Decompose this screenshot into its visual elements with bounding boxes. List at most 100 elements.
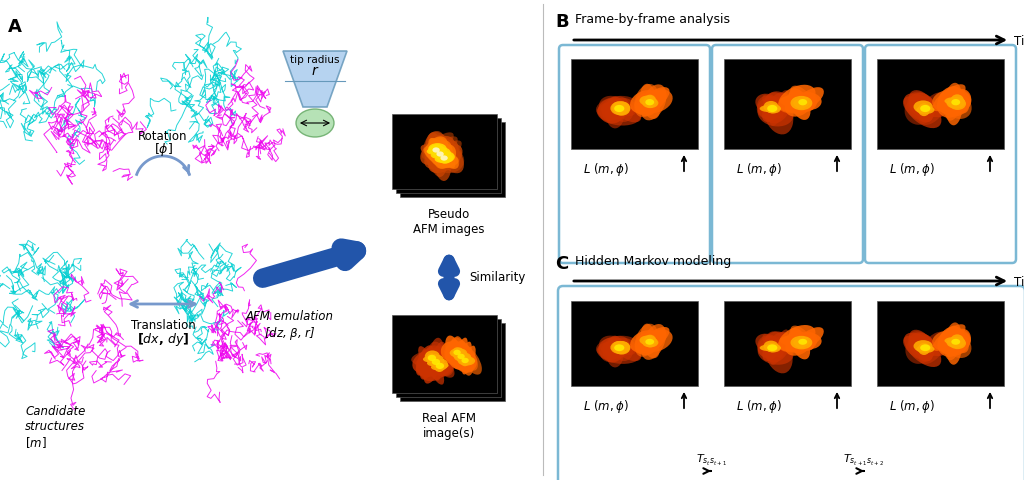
Ellipse shape (456, 353, 469, 360)
Ellipse shape (296, 110, 334, 138)
Ellipse shape (422, 348, 442, 365)
Ellipse shape (436, 147, 459, 169)
Ellipse shape (449, 344, 469, 364)
Ellipse shape (437, 147, 457, 168)
Ellipse shape (791, 86, 814, 111)
Ellipse shape (427, 136, 450, 168)
Ellipse shape (645, 98, 657, 106)
Bar (571, 60, 698, 150)
Ellipse shape (449, 345, 469, 365)
Ellipse shape (433, 359, 447, 371)
Ellipse shape (757, 96, 780, 121)
Ellipse shape (416, 346, 433, 376)
Ellipse shape (778, 94, 814, 114)
Ellipse shape (457, 352, 477, 372)
Ellipse shape (429, 153, 455, 169)
Ellipse shape (914, 334, 933, 361)
Ellipse shape (433, 150, 453, 167)
Ellipse shape (641, 85, 667, 121)
Text: $T_{s_{t+1} s_{t+2}}$: $T_{s_{t+1} s_{t+2}}$ (844, 452, 885, 467)
Ellipse shape (778, 333, 814, 353)
Ellipse shape (785, 93, 813, 118)
Ellipse shape (794, 338, 808, 348)
Ellipse shape (440, 156, 447, 161)
Ellipse shape (944, 98, 965, 106)
Ellipse shape (434, 361, 444, 372)
Bar (877, 60, 1004, 150)
Ellipse shape (428, 355, 436, 361)
Ellipse shape (785, 333, 812, 356)
Ellipse shape (918, 335, 935, 362)
Ellipse shape (433, 148, 464, 174)
Ellipse shape (909, 330, 935, 359)
Ellipse shape (760, 345, 780, 351)
Ellipse shape (943, 332, 972, 358)
Ellipse shape (418, 347, 436, 377)
Ellipse shape (428, 137, 452, 161)
Ellipse shape (426, 353, 437, 364)
Ellipse shape (424, 354, 441, 384)
Ellipse shape (903, 97, 933, 123)
Ellipse shape (434, 145, 456, 169)
Ellipse shape (642, 95, 660, 120)
Ellipse shape (794, 338, 809, 347)
Ellipse shape (429, 137, 447, 178)
Ellipse shape (636, 327, 670, 354)
Ellipse shape (431, 152, 449, 160)
Ellipse shape (599, 96, 629, 120)
Bar (396, 319, 501, 397)
Ellipse shape (425, 133, 443, 174)
Ellipse shape (762, 96, 783, 119)
Ellipse shape (438, 154, 453, 162)
Ellipse shape (430, 141, 462, 168)
Ellipse shape (459, 352, 467, 359)
Ellipse shape (639, 336, 655, 345)
Ellipse shape (452, 349, 465, 357)
FancyBboxPatch shape (559, 46, 710, 264)
Ellipse shape (904, 94, 941, 129)
Ellipse shape (429, 139, 447, 161)
Ellipse shape (758, 102, 794, 127)
Ellipse shape (645, 338, 657, 345)
Ellipse shape (799, 337, 810, 346)
Ellipse shape (946, 326, 962, 365)
Ellipse shape (943, 84, 962, 121)
Ellipse shape (916, 107, 935, 115)
Ellipse shape (778, 325, 815, 352)
Ellipse shape (428, 144, 463, 174)
Ellipse shape (919, 93, 947, 126)
Ellipse shape (424, 346, 445, 369)
Ellipse shape (429, 146, 442, 156)
Ellipse shape (413, 351, 440, 373)
FancyBboxPatch shape (558, 287, 1024, 480)
Text: $L$ $(m, \phi)$: $L$ $(m, \phi)$ (736, 161, 781, 178)
Ellipse shape (430, 139, 453, 162)
Ellipse shape (426, 137, 458, 164)
Ellipse shape (762, 338, 780, 361)
Ellipse shape (916, 346, 935, 353)
Ellipse shape (433, 363, 452, 376)
Ellipse shape (950, 95, 964, 108)
Ellipse shape (434, 362, 449, 369)
Ellipse shape (428, 139, 451, 162)
Ellipse shape (423, 356, 437, 362)
Ellipse shape (636, 88, 670, 115)
Ellipse shape (766, 332, 791, 363)
Ellipse shape (791, 96, 812, 111)
Ellipse shape (785, 331, 808, 353)
Ellipse shape (441, 146, 454, 168)
Ellipse shape (454, 350, 461, 355)
Ellipse shape (425, 143, 444, 158)
Ellipse shape (613, 102, 631, 117)
Ellipse shape (641, 330, 673, 352)
Ellipse shape (430, 143, 458, 158)
Ellipse shape (451, 345, 470, 368)
Ellipse shape (436, 152, 455, 163)
Ellipse shape (598, 99, 625, 122)
Ellipse shape (437, 346, 452, 377)
Ellipse shape (423, 132, 445, 164)
Ellipse shape (938, 326, 964, 355)
Ellipse shape (456, 351, 466, 362)
Ellipse shape (767, 345, 777, 351)
Ellipse shape (795, 327, 823, 350)
